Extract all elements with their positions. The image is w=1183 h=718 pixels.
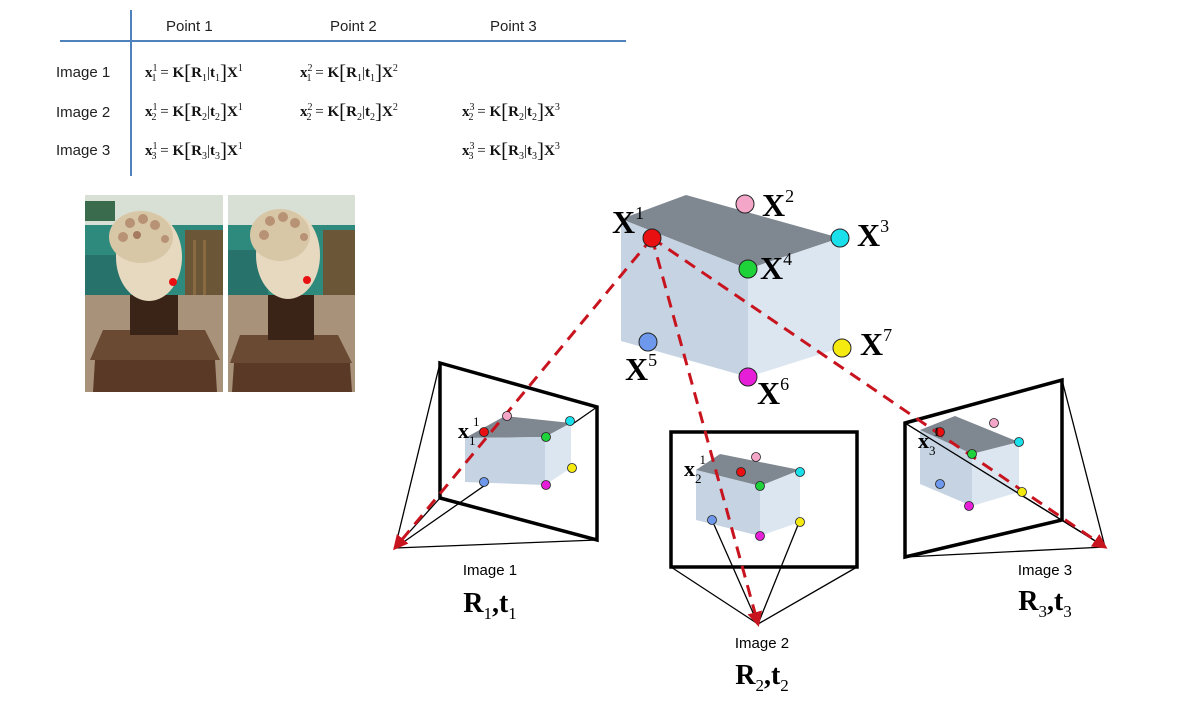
projected-point-cam1-X5 [479,477,489,487]
camera-pose-2: R2,t2 [735,660,789,695]
world-point-X5 [638,332,658,352]
col-header-point-1: Point 1 [166,18,213,35]
projected-point-cam2-X3 [795,467,805,477]
statue-photo-right [228,195,355,392]
projection-equation-r2-c2: x22 = K[R2|t2]X2 [300,99,398,123]
world-point-X1 [642,228,662,248]
world-point-label-X5: X5 [625,350,657,387]
ray-to-camera-1 [393,237,654,551]
projected-point-cam2-X6 [755,531,765,541]
col-header-point-2: Point 2 [330,18,377,35]
world-point-X3 [830,228,850,248]
world-point-X2 [735,194,755,214]
projected-point-cam3-X6 [964,501,974,511]
world-point-label-X2: X2 [762,186,794,223]
projected-point-cam1-X1 [479,427,489,437]
world-point-label-X7: X7 [860,325,892,362]
camera-pose-1: R1,t1 [463,588,517,623]
world-cube [621,195,840,377]
image-plane-2 [669,430,859,569]
row-label-image-2: Image 2 [56,104,111,121]
world-point-label-X4: X4 [760,249,792,286]
world-point-X7 [832,338,852,358]
projected-point-cam3-X4 [967,449,977,459]
col-header-point-3: Point 3 [490,18,537,35]
camera-2 [669,430,859,625]
camera-caption-1: Image 1 [463,562,517,579]
projected-point-cam1-X6 [541,480,551,490]
camera-pose-3: R3,t3 [1018,586,1072,621]
projection-equation-r1-c2: x21 = K[R1|t1]X2 [300,60,398,84]
projected-point-cam1-X4 [541,432,551,442]
projected-point-cam3-X3 [1014,437,1024,447]
projected-point-cam2-X2 [751,452,761,462]
cube-side-face [748,238,840,377]
projection-equation-r2-c3: x32 = K[R2|t2]X3 [462,99,560,123]
projected-point-cam2-X1 [736,467,746,477]
projected-point-cam2-X4 [755,481,765,491]
camera-1 [394,360,599,549]
projected-point-cam3-X7 [1017,487,1027,497]
projected-point-cam1-X2 [502,411,512,421]
tracked-point-marker [303,276,311,284]
diagram-labels: X1 X2 X3 X4 X5 X6 X7 x11 Image 1 R1,t1 x21 Image 2 R… [458,186,1072,695]
world-point-label-X1: X1 [612,203,644,240]
world-point-label-X6: X6 [757,374,789,411]
row-label-image-1: Image 1 [56,64,111,81]
camera-caption-3: Image 3 [1018,562,1072,579]
world-point-X4 [738,259,758,279]
projected-point-cam3-X1 [935,427,945,437]
tracked-point-marker [169,278,177,286]
camera-3 [903,377,1106,560]
projected-point-cam3-X2 [989,418,999,428]
projected-points [479,411,1027,541]
projected-point-cam1-X7 [567,463,577,473]
projection-equation-r3-c1: x13 = K[R3|t3]X1 [145,138,243,162]
table-rules [60,10,626,176]
projection-equation-r1-c1: x11 = K[R1|t1]X1 [145,60,243,84]
cube-top-face [621,195,840,269]
world-point-X6 [738,367,758,387]
projection-equation-r3-c3: x33 = K[R3|t3]X3 [462,138,560,162]
projected-label-cam1: x11 [458,414,480,448]
projection-equation-r2-c1: x12 = K[R2|t2]X1 [145,99,243,123]
projected-point-cam2-X5 [707,515,717,525]
world-point-label-X3: X3 [857,216,889,253]
world-points [638,194,852,387]
ray-to-camera-2 [650,237,763,627]
statue-photo-left [85,195,223,392]
projected-point-cam2-X7 [795,517,805,527]
ray-to-camera-3 [651,236,1108,549]
projected-label-cam3: x31 [918,424,940,458]
camera-caption-2: Image 2 [735,635,789,652]
projected-point-cam1-X3 [565,416,575,426]
row-label-image-3: Image 3 [56,142,111,159]
projection-table: Point 1 Point 2 Point 3 Image 1 Image 2 … [50,8,630,178]
projected-point-cam3-X5 [935,479,945,489]
projected-label-cam2: x21 [684,452,706,486]
